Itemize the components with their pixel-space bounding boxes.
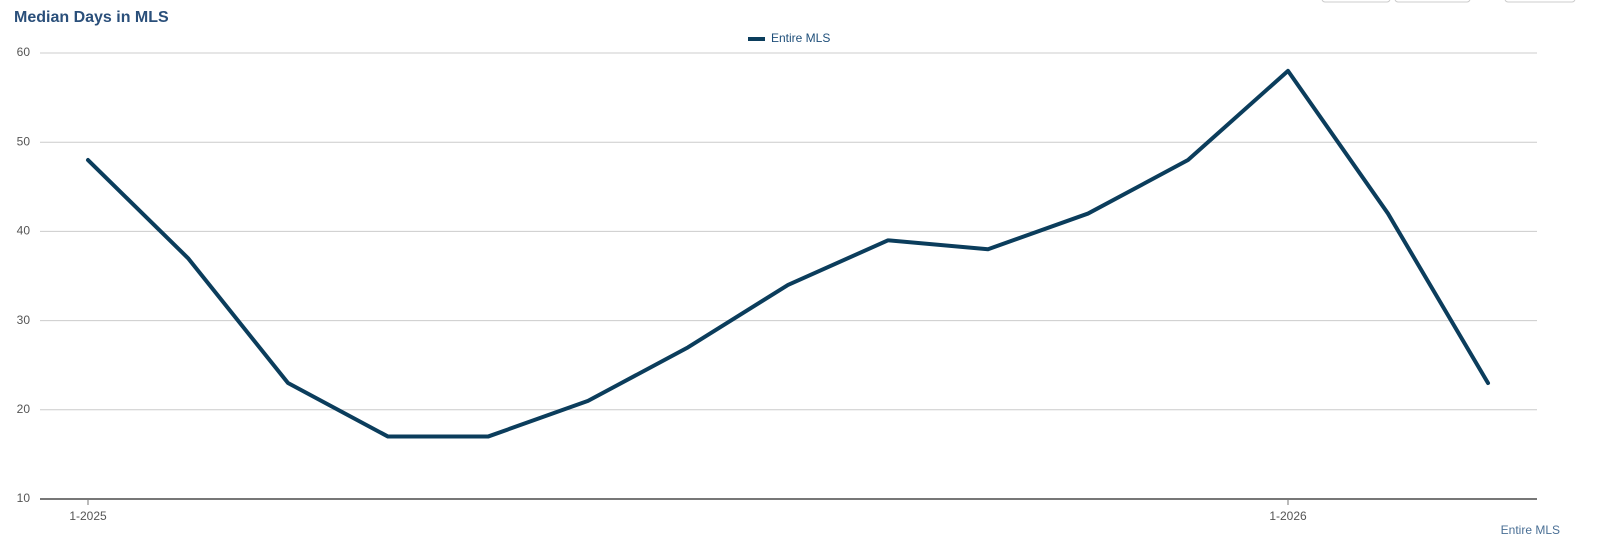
toolbar-button[interactable] (1394, 0, 1471, 3)
x-tick-label: 1-2026 (1269, 509, 1307, 523)
y-tick-label: 60 (17, 45, 31, 59)
x-axis-label: Entire MLS (1501, 523, 1560, 537)
toolbar-button[interactable] (1504, 0, 1576, 3)
toolbar-button[interactable] (1321, 0, 1391, 3)
x-tick-label: 1-2025 (69, 509, 107, 523)
y-tick-label: 50 (17, 134, 31, 148)
line (86, 68, 1490, 439)
y-tick-label: 30 (17, 313, 31, 327)
y-tick-label: 40 (17, 224, 31, 238)
legend-label: Entire MLS (771, 31, 830, 45)
y-tick-label: 20 (17, 402, 31, 416)
chart-title: Median Days in MLS (14, 9, 169, 26)
y-tick-label: 10 (17, 491, 31, 505)
